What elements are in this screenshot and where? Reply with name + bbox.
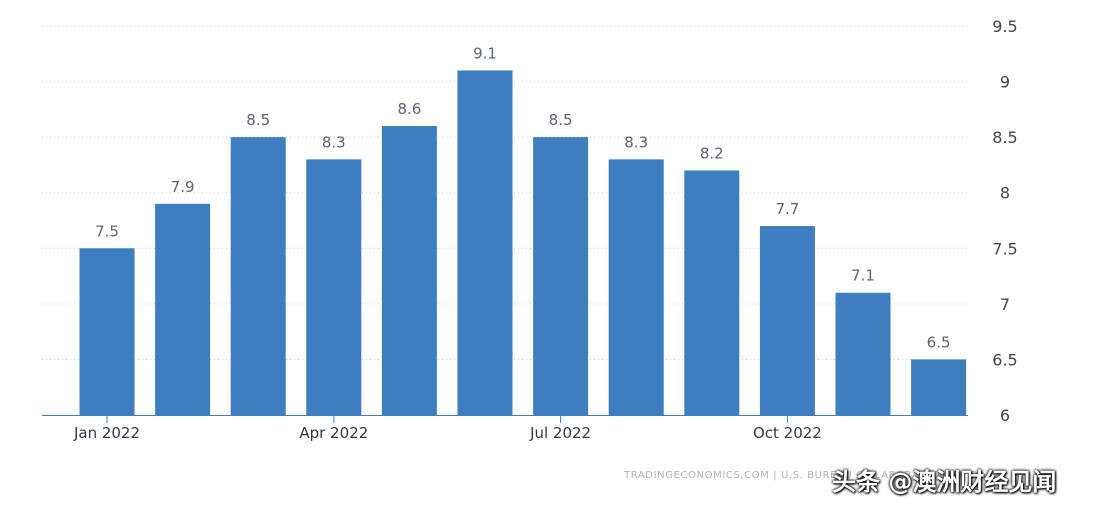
bar-feb-2022 <box>155 203 211 415</box>
data-label: 7.7 <box>775 200 799 218</box>
y-tick-label: 8 <box>1000 184 1010 203</box>
source-credit: TRADINGECONOMICS.COM | U.S. BUREAU OF LA… <box>624 470 978 481</box>
y-axis: 6 6.5 7 7.5 8 8.5 9 9.5 <box>992 17 1017 425</box>
y-tick-label: 9 <box>1000 73 1010 92</box>
data-label: 6.5 <box>927 333 951 351</box>
bar-jun-2022 <box>457 70 513 415</box>
x-tick-label: Apr 2022 <box>299 424 368 442</box>
data-label: 8.5 <box>549 111 573 129</box>
data-label: 7.5 <box>95 222 119 240</box>
bar-mar-2022 <box>230 137 286 415</box>
data-label: 7.9 <box>171 178 195 196</box>
data-label: 7.1 <box>851 267 875 285</box>
bar-aug-2022 <box>608 159 664 415</box>
y-tick-label: 7 <box>1000 295 1010 314</box>
bar-may-2022 <box>381 126 437 416</box>
data-labels: 7.5 7.9 8.5 8.3 8.6 9.1 8.5 8.3 8.2 7.7 7.1 6.5 <box>95 44 950 351</box>
x-tick-label: Oct 2022 <box>753 424 822 442</box>
x-tick-label: Jul 2022 <box>529 424 591 442</box>
watermark: 头条 @澳洲财经见闻 <box>832 468 1057 496</box>
data-label: 8.6 <box>397 100 421 118</box>
data-label: 8.3 <box>624 133 648 151</box>
data-label: 9.1 <box>473 44 497 62</box>
y-tick-label: 9.5 <box>992 17 1017 36</box>
bar-oct-2022 <box>759 226 815 415</box>
bar-jul-2022 <box>533 137 589 415</box>
data-label: 8.3 <box>322 133 346 151</box>
y-tick-label: 7.5 <box>992 239 1017 258</box>
y-tick-label: 6 <box>1000 406 1010 425</box>
y-tick-label: 8.5 <box>992 128 1017 147</box>
bar-dec-2022 <box>911 359 967 415</box>
x-tick-label: Jan 2022 <box>73 424 140 442</box>
bar-sep-2022 <box>684 170 740 415</box>
bar-apr-2022 <box>306 159 362 415</box>
data-label: 8.5 <box>246 111 270 129</box>
data-label: 8.2 <box>700 144 724 162</box>
x-axis: Jan 2022 Apr 2022 Jul 2022 Oct 2022 <box>42 415 968 442</box>
y-tick-label: 6.5 <box>992 350 1017 369</box>
bar-nov-2022 <box>835 292 891 415</box>
bar-jan-2022 <box>79 248 135 415</box>
bars <box>79 70 967 416</box>
